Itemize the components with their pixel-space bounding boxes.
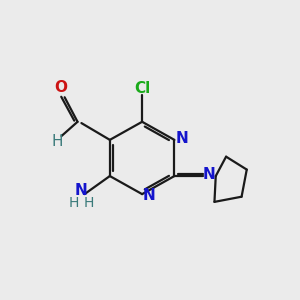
Text: N: N: [203, 167, 216, 182]
Text: N: N: [75, 183, 88, 198]
Text: Cl: Cl: [134, 81, 150, 96]
Text: H: H: [68, 196, 79, 210]
Text: H: H: [84, 196, 94, 210]
Text: H: H: [51, 134, 63, 149]
Text: O: O: [54, 80, 67, 95]
Text: N: N: [143, 188, 156, 203]
Text: N: N: [175, 131, 188, 146]
